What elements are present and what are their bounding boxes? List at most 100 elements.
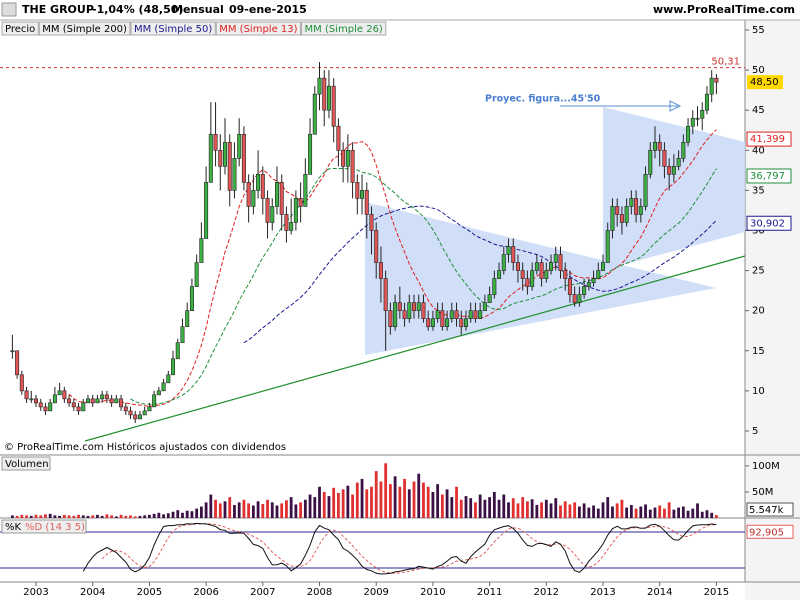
icon[interactable] xyxy=(1,2,17,17)
candle-body xyxy=(48,402,53,412)
candle-body xyxy=(652,141,657,151)
volume-bar xyxy=(25,515,28,518)
volume-bar xyxy=(521,497,525,518)
moving-average xyxy=(68,129,717,407)
candle-body xyxy=(586,282,591,287)
volume-bar xyxy=(573,502,577,518)
candle-body xyxy=(246,182,251,207)
candle-body xyxy=(76,406,81,412)
volume-bar xyxy=(91,515,95,518)
legend-box xyxy=(301,21,387,36)
candle-body xyxy=(369,214,374,231)
x-tick-label: 2003 xyxy=(23,587,48,598)
candle-body xyxy=(175,342,180,360)
candle-body xyxy=(582,286,587,295)
volume-bar xyxy=(365,489,369,518)
volume-bar xyxy=(431,491,435,518)
volume-bar xyxy=(483,499,487,518)
candle-body xyxy=(274,182,279,207)
y-tick-label: 100M xyxy=(752,461,780,472)
candle-body xyxy=(67,398,72,404)
change: -1,04% (48,50) xyxy=(92,3,183,16)
candle-body xyxy=(90,398,95,404)
candle-body xyxy=(71,402,76,408)
arrow-head xyxy=(669,100,682,112)
volume-bar xyxy=(303,499,307,518)
y-tick-label: 40 xyxy=(752,145,765,156)
volume-bar xyxy=(148,514,151,518)
candle-body xyxy=(572,294,577,303)
volume-bar xyxy=(549,503,553,518)
volume-last-bg xyxy=(746,502,794,517)
volume-bar xyxy=(577,506,581,518)
volume-bar xyxy=(450,497,454,518)
volume-bar xyxy=(209,494,213,518)
ma-label-bg xyxy=(746,131,792,147)
candle-body xyxy=(142,410,147,416)
candle-body xyxy=(558,254,563,271)
candle-body xyxy=(194,262,199,287)
candle-body xyxy=(416,302,421,311)
ma-label: 41,399 xyxy=(750,134,785,145)
candle-body xyxy=(596,270,601,279)
x-tick-label: 2005 xyxy=(137,587,162,598)
volume-bar xyxy=(233,504,236,518)
volume-bar xyxy=(455,486,458,518)
candle-body xyxy=(137,414,142,420)
candle-body xyxy=(251,190,256,207)
candle-body xyxy=(232,158,237,191)
volume-bar xyxy=(166,513,170,518)
volume-bar xyxy=(559,505,562,518)
candle-body xyxy=(185,310,190,328)
candle-body xyxy=(671,166,676,175)
candle-body xyxy=(629,198,634,207)
candle-body xyxy=(634,198,639,215)
y-tick-label: 5 xyxy=(752,426,758,437)
moving-average xyxy=(130,167,717,405)
legend-box xyxy=(130,21,216,36)
candle-body xyxy=(166,374,171,384)
volume-bar xyxy=(337,492,340,518)
candle-body xyxy=(29,398,34,401)
candle-body xyxy=(341,149,346,167)
candle-body xyxy=(128,410,133,416)
volume-bar xyxy=(81,515,85,518)
candle-body xyxy=(412,302,417,311)
candle-body xyxy=(487,294,492,303)
candle-body xyxy=(260,174,265,199)
volume-bar xyxy=(44,514,47,518)
candle-body xyxy=(492,278,497,295)
candle-body xyxy=(648,149,653,175)
x-tick-label: 2010 xyxy=(420,587,445,598)
volume-bar xyxy=(422,482,425,518)
candle-body xyxy=(468,310,473,319)
candle-body xyxy=(393,302,398,328)
volume-bar xyxy=(242,499,246,518)
candle-body xyxy=(213,133,218,151)
volume-bar xyxy=(204,502,208,518)
candle-body xyxy=(284,214,289,231)
x-tick-label: 2004 xyxy=(80,587,105,598)
candle-body xyxy=(421,302,426,319)
volume-bar xyxy=(393,476,397,518)
volume-bar xyxy=(634,508,638,518)
ma-label-bg xyxy=(746,215,792,231)
candle-body xyxy=(119,398,124,408)
candle-body xyxy=(624,206,629,223)
volume-bar xyxy=(100,515,104,518)
candle-body xyxy=(615,206,620,215)
volume-bar xyxy=(374,471,378,518)
annotation: Proyec. figura...45'50 xyxy=(485,94,601,105)
y-tick-label: 15 xyxy=(752,346,765,357)
panel-title: Volumen xyxy=(5,459,49,470)
candle-body xyxy=(610,206,615,231)
volume-bar xyxy=(436,484,440,518)
candle-body xyxy=(355,182,360,199)
volume-bar xyxy=(440,494,444,518)
volume-bar xyxy=(611,506,614,518)
volume-bar xyxy=(327,496,331,518)
candle-body xyxy=(681,141,686,159)
candle-body xyxy=(227,141,232,191)
volume-bar xyxy=(639,506,643,518)
